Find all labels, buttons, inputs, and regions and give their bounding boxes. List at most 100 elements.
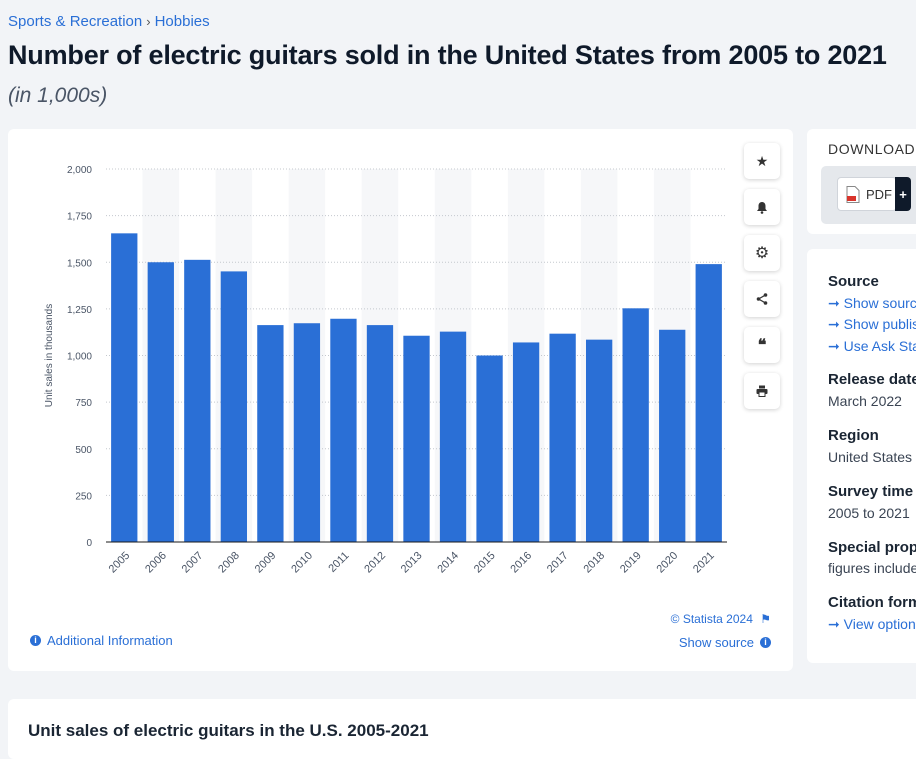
print-icon — [756, 385, 768, 397]
x-tick-label: 2016 — [508, 550, 534, 576]
arrow-right-icon: ➞ — [828, 295, 844, 311]
x-tick-label: 2007 — [180, 550, 206, 576]
bar-2010 — [293, 323, 321, 542]
bar-2020 — [659, 329, 686, 542]
arrow-right-icon: ➞ — [828, 316, 844, 332]
survey-period-value: 2005 to 2021 — [828, 505, 910, 521]
bar-2007 — [184, 259, 211, 542]
x-tick-label: 2008 — [216, 550, 242, 576]
source-heading: Source — [828, 273, 879, 290]
gear-icon: ⚙ — [754, 245, 770, 262]
copyright-label: © Statista 2024 — [670, 612, 753, 626]
x-tick-label: 2009 — [253, 550, 279, 576]
bar-chart: 0 250 500 750 1,000 1,250 1,500 1,750 2,000 2005 2… — [44, 165, 727, 576]
ask-statista-link[interactable]: ➞ Use Ask Statista Research Service — [828, 338, 916, 354]
y-tick-label: 750 — [75, 398, 92, 409]
pdf-label: PDF — [866, 186, 892, 202]
info-icon: i — [760, 637, 771, 648]
x-tick-label: 2014 — [435, 550, 461, 576]
favorite-button[interactable]: ★ — [744, 143, 780, 179]
y-tick-label: 1,500 — [67, 258, 92, 269]
x-tick-label: 2005 — [107, 550, 133, 576]
y-tick-label: 500 — [75, 445, 92, 456]
bar-2019 — [622, 308, 649, 542]
download-title: DOWNLOAD — [828, 141, 916, 157]
cite-button[interactable]: ❝ — [744, 327, 780, 363]
arrow-right-icon: ➞ — [828, 616, 844, 632]
source-panel: Source ➞ Show source ➞ Show publisher in… — [807, 249, 916, 663]
y-tick-label: 1,250 — [67, 305, 92, 316]
download-options: PDF + — [821, 166, 916, 224]
show-source-link[interactable]: Show source i — [679, 635, 771, 650]
x-tick-label: 2006 — [143, 550, 169, 576]
pdf-file-icon — [846, 185, 860, 203]
view-options-link[interactable]: ➞ View options — [828, 616, 916, 632]
region-value: United States — [828, 449, 913, 465]
bar-2015 — [476, 355, 503, 542]
page-title: Number of electric guitars sold in the U… — [8, 40, 887, 70]
share-icon — [756, 293, 768, 305]
settings-button[interactable]: ⚙ — [744, 235, 780, 271]
share-button[interactable] — [744, 281, 780, 317]
breadcrumb: Sports & Recreation › Hobbies — [8, 13, 210, 30]
bar-2016 — [512, 342, 540, 542]
info-icon: i — [30, 635, 41, 646]
y-axis-label: Unit sales in thousands — [44, 304, 55, 407]
bar-2018 — [585, 339, 613, 542]
download-card: DOWNLOAD PDF + — [807, 129, 916, 234]
notification-button[interactable] — [744, 189, 780, 225]
bell-icon — [757, 201, 767, 214]
bar-2006 — [147, 262, 174, 542]
breadcrumb-hobbies[interactable]: Hobbies — [154, 13, 210, 30]
bar-2011 — [330, 318, 357, 542]
y-tick-label: 0 — [86, 538, 92, 549]
x-tick-label: 2017 — [545, 550, 571, 576]
bar-2012 — [366, 325, 394, 542]
additional-information-link[interactable]: i Additional Information — [30, 633, 173, 648]
show-publisher-link[interactable]: ➞ Show publisher information — [828, 316, 916, 332]
region-heading: Region — [828, 427, 879, 444]
arrow-right-icon: ➞ — [828, 338, 844, 354]
x-tick-label: 2015 — [472, 550, 498, 576]
special-properties-heading: Special properties — [828, 539, 916, 556]
bar-2014 — [439, 331, 467, 542]
x-tick-label: 2018 — [581, 550, 607, 576]
x-tick-label: 2021 — [691, 550, 717, 576]
bar-2008 — [220, 271, 248, 542]
y-tick-label: 2,000 — [67, 165, 92, 176]
breadcrumb-separator: › — [146, 14, 151, 29]
x-tick-label: 2019 — [618, 550, 644, 576]
show-source-label: Show source — [678, 635, 754, 650]
description-title: Unit sales of electric guitars in the U.… — [28, 721, 429, 740]
pdf-download-button[interactable]: PDF — [837, 177, 897, 211]
page-subtitle: (in 1,000s) — [8, 84, 108, 107]
chart-card: 0 250 500 750 1,000 1,250 1,500 1,750 2,000 2005 2… — [8, 129, 793, 671]
bar-2005 — [111, 233, 138, 542]
y-tick-label: 1,000 — [67, 352, 92, 363]
quote-icon: ❝ — [757, 337, 767, 354]
additional-information-label: Additional Information — [47, 633, 173, 648]
x-tick-label: 2020 — [655, 550, 681, 576]
release-date-value: March 2022 — [828, 393, 902, 409]
citation-heading: Citation formats — [828, 594, 916, 611]
copyright-link[interactable]: © Statista 2024 ⚑ — [671, 612, 771, 626]
breadcrumb-sports-recreation[interactable]: Sports & Recreation — [8, 13, 143, 30]
bar-2013 — [403, 335, 430, 542]
show-source-sidebar-link[interactable]: ➞ Show source — [828, 295, 916, 311]
star-icon: ★ — [755, 152, 769, 169]
print-button[interactable] — [744, 373, 780, 409]
bar-2021 — [695, 264, 722, 542]
bar-2017 — [549, 333, 576, 542]
x-tick-label: 2013 — [399, 550, 425, 576]
x-tick-label: 2010 — [289, 550, 315, 576]
x-tick-label: 2011 — [326, 550, 351, 575]
pdf-more-button[interactable]: + — [895, 177, 911, 211]
y-tick-label: 1,750 — [67, 212, 92, 223]
x-tick-label: 2012 — [362, 550, 388, 576]
flag-icon: ⚑ — [760, 612, 771, 626]
description-card: Unit sales of electric guitars in the U.… — [8, 699, 916, 759]
y-tick-label: 250 — [75, 491, 92, 502]
release-date-heading: Release date — [828, 371, 916, 388]
bar-2009 — [257, 325, 284, 542]
special-properties-value: figures include — [828, 560, 916, 576]
